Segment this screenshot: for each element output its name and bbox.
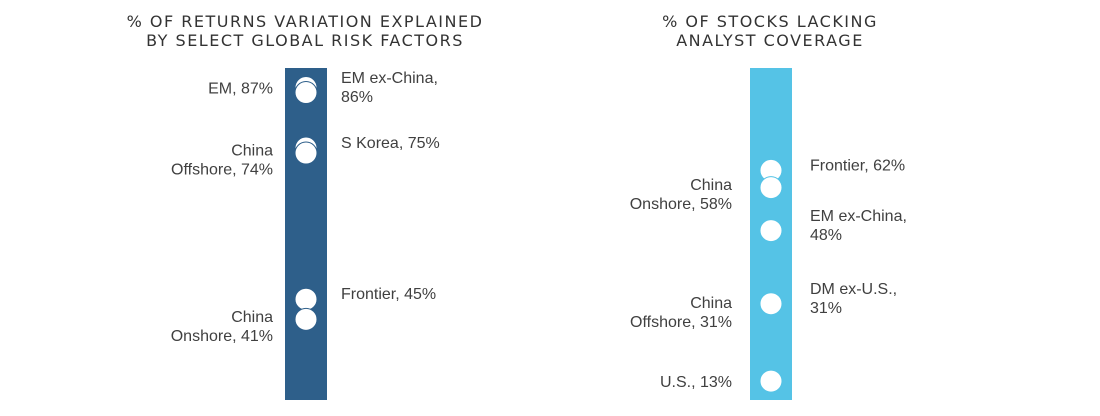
data-point-em-ex-china xyxy=(759,219,783,243)
data-label-china-offshore: China Offshore, 31% xyxy=(630,295,732,331)
data-point-china-onshore xyxy=(759,176,783,200)
data-label-china-onshore: China Onshore, 41% xyxy=(171,309,273,345)
data-label-em: EM, 87% xyxy=(208,81,273,98)
data-point-china-offshore xyxy=(759,292,783,316)
data-label-frontier: Frontier, 45% xyxy=(341,286,436,303)
data-point-u-s xyxy=(759,369,783,393)
data-label-em-ex-china: EM ex-China, 86% xyxy=(341,70,438,106)
left-axis-bar xyxy=(285,68,327,400)
data-label-u-s: U.S., 13% xyxy=(660,374,732,391)
data-point-china-offshore xyxy=(294,141,318,165)
data-point-china-onshore xyxy=(294,307,318,331)
left-chart-title: % OF RETURNS VARIATION EXPLAINED BY SELE… xyxy=(126,12,484,50)
data-label-dm-ex-u-s: DM ex-U.S., 31% xyxy=(810,281,897,317)
right-chart-title: % OF STOCKS LACKING ANALYST COVERAGE xyxy=(662,12,878,50)
data-label-china-onshore: China Onshore, 58% xyxy=(630,177,732,213)
data-point-frontier xyxy=(294,287,318,311)
data-label-s-korea: S Korea, 75% xyxy=(341,135,440,152)
data-label-em-ex-china: EM ex-China, 48% xyxy=(810,208,907,244)
data-label-frontier: Frontier, 62% xyxy=(810,157,905,174)
data-label-china-offshore: China Offshore, 74% xyxy=(171,143,273,179)
data-point-em-ex-china xyxy=(294,81,318,105)
